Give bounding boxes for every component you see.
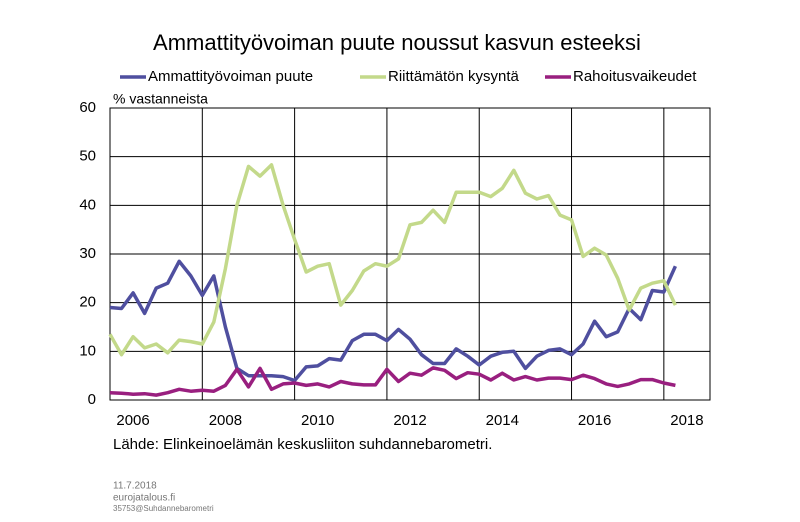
x-tick-label: 2018 [670, 412, 703, 429]
y-tick-label: 50 [79, 148, 96, 165]
y-tick-label: 20 [79, 294, 96, 311]
footer: 35753@Suhdannebarometri [113, 504, 214, 513]
legend-label: Rahoitusvaikeudet [573, 68, 697, 85]
source: Lähde: Elinkeinoelämän keskusliiton suhd… [113, 436, 492, 453]
legend-label: Ammattityövoiman puute [148, 68, 313, 85]
footer: eurojatalous.fi [113, 493, 175, 504]
y-tick-label: 10 [79, 342, 96, 359]
x-tick-label: 2010 [301, 412, 334, 429]
y-tick-label: 30 [79, 245, 96, 262]
y-tick-label: 0 [88, 391, 96, 408]
x-tick-label: 2008 [209, 412, 242, 429]
x-tick-label: 2012 [393, 412, 426, 429]
series-line [109, 259, 677, 383]
y-axis-label: % vastanneista [113, 91, 208, 107]
plot-frame [109, 107, 711, 401]
x-tick-label: 2006 [116, 412, 149, 429]
legend-label: Riittämätön kysyntä [388, 68, 520, 85]
x-tick-label: 2014 [486, 412, 519, 429]
y-tick-label: 60 [79, 99, 96, 116]
x-tick-label: 2016 [578, 412, 611, 429]
series-line [109, 366, 676, 397]
y-tick-label: 40 [79, 196, 96, 213]
footer: 11.7.2018 [113, 481, 157, 492]
series-line [108, 163, 677, 357]
chart-title: Ammattityövoiman puute noussut kasvun es… [153, 30, 641, 55]
